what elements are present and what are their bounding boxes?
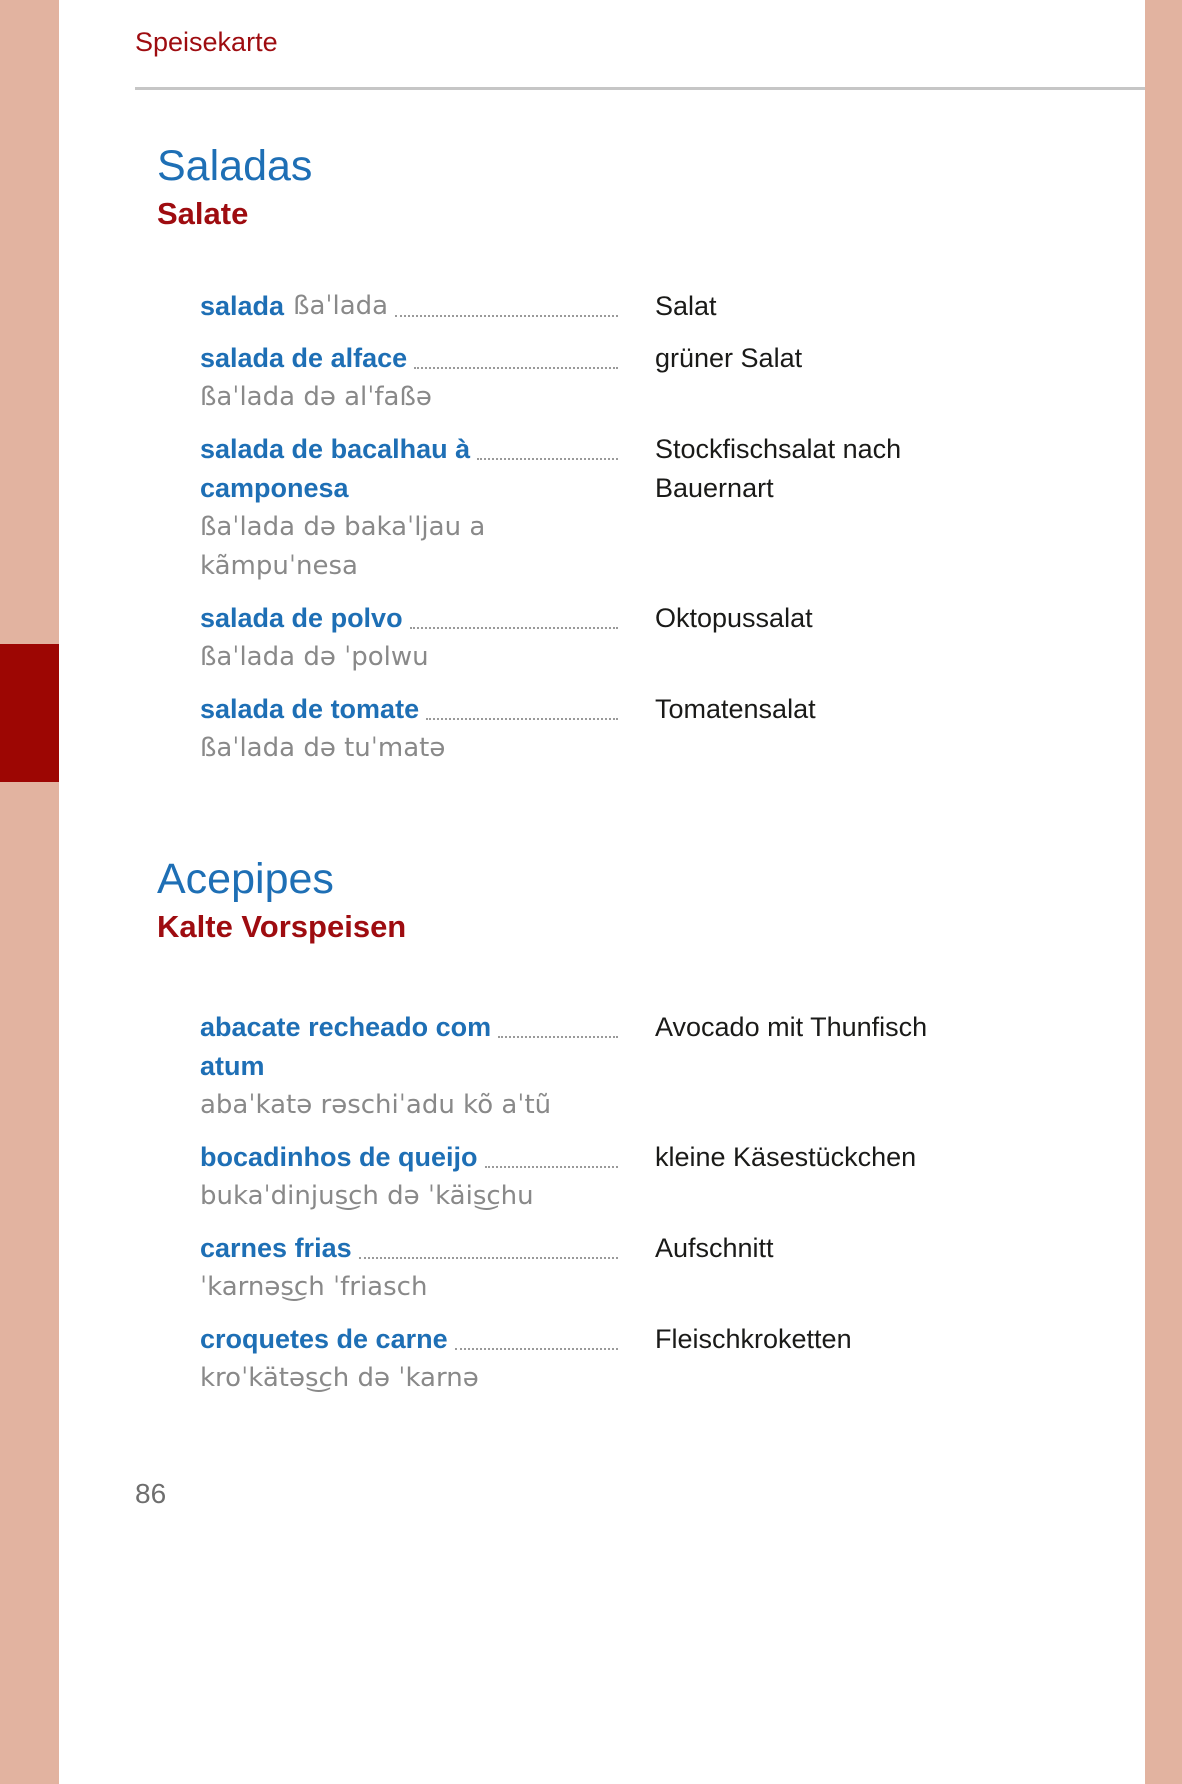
translation-german-continued: Bauernart	[655, 473, 774, 503]
translation-german: Stockfischsalat nach	[655, 434, 902, 464]
entry-list: salada ßaˈlada Salat salada de alface	[200, 287, 1145, 768]
dotted-leader	[454, 1320, 618, 1350]
dictionary-entry: salada de bacalhau à camponesa ßaˈlada d…	[200, 430, 1145, 586]
dictionary-entry: salada de tomate ßaˈlada də tuˈmatə Toma…	[200, 690, 1145, 768]
phonetic-transcription-continued: kãmpuˈnesa	[200, 551, 358, 581]
term-portuguese: salada de alface	[200, 343, 408, 373]
dictionary-entry: carnes frias ˈkarnəs͜ch ˈfriasch Aufschn…	[200, 1229, 1145, 1307]
translation-german: Aufschnitt	[655, 1233, 774, 1263]
right-color-bar	[1145, 0, 1182, 1784]
dotted-leader	[484, 1138, 618, 1168]
dotted-leader	[358, 1229, 618, 1259]
term-portuguese-continued: atum	[200, 1051, 265, 1081]
dictionary-entry: salada ßaˈlada Salat	[200, 287, 1145, 326]
phonetic-transcription: ßaˈlada də bakaˈljau a	[200, 512, 486, 542]
section-title-german: Kalte Vorspeisen	[157, 909, 407, 944]
dotted-leader	[414, 339, 618, 369]
section-title-portuguese: Acepipes	[157, 855, 334, 903]
left-color-bar	[0, 0, 59, 1784]
section-title-portuguese: Saladas	[157, 142, 313, 190]
translation-german: kleine Käsestückchen	[655, 1142, 917, 1172]
phonetic-transcription: ßaˈlada də alˈfaßə	[200, 382, 432, 412]
phonetic-transcription: kroˈkätəs͜ch də ˈkarnə	[200, 1363, 479, 1393]
dotted-leader	[395, 287, 618, 317]
dictionary-entry: salada de polvo ßaˈlada də ˈpolwu Oktopu…	[200, 599, 1145, 677]
phonetic-transcription: ßaˈlada	[293, 291, 389, 321]
term-portuguese: carnes frias	[200, 1233, 352, 1263]
term-portuguese: abacate recheado com	[200, 1012, 492, 1042]
translation-german: Tomatensalat	[655, 694, 816, 724]
translation-german: grüner Salat	[655, 343, 803, 373]
running-header: Speisekarte	[135, 27, 278, 57]
phonetic-transcription: abaˈkatə rəschiˈadu kõ aˈtũ	[200, 1090, 552, 1120]
dictionary-entry: abacate recheado com atum abaˈkatə rəsch…	[200, 1008, 1145, 1125]
dotted-leader	[426, 690, 618, 720]
header-divider	[135, 87, 1145, 90]
term-portuguese: croquetes de carne	[200, 1324, 448, 1354]
dictionary-entry: salada de alface ßaˈlada də alˈfaßə grün…	[200, 339, 1145, 417]
translation-german: Avocado mit Thunfisch	[655, 1012, 928, 1042]
dictionary-entry: croquetes de carne kroˈkätəs͜ch də ˈkarn…	[200, 1320, 1145, 1398]
term-portuguese: salada de tomate	[200, 694, 420, 724]
translation-german: Oktopussalat	[655, 603, 813, 633]
section-title-german: Salate	[157, 196, 249, 231]
phonetic-transcription: ßaˈlada də tuˈmatə	[200, 733, 446, 763]
page-content: Speisekarte Saladas Salate salada ßaˈlad…	[135, 0, 1145, 1411]
phonetic-transcription: ßaˈlada də ˈpolwu	[200, 642, 429, 672]
translation-german: Fleischkroketten	[655, 1324, 852, 1354]
section-acepipes: Acepipes Kalte Vorspeisen abacate rechea…	[135, 856, 1145, 1398]
term-portuguese: salada de polvo	[200, 603, 403, 633]
term-portuguese: salada de bacalhau à	[200, 434, 471, 464]
chapter-thumb-marker	[0, 644, 59, 782]
phonetic-transcription: ˈkarnəs͜ch ˈfriasch	[200, 1272, 428, 1302]
entry-list: abacate recheado com atum abaˈkatə rəsch…	[200, 1008, 1145, 1398]
section-saladas: Saladas Salate salada ßaˈlada Salat	[135, 143, 1145, 768]
dictionary-entry: bocadinhos de queijo bukaˈdinjus͜ch də ˈ…	[200, 1138, 1145, 1216]
phonetic-transcription: bukaˈdinjus͜ch də ˈkäis͜chu	[200, 1181, 534, 1211]
dotted-leader	[498, 1008, 618, 1038]
page-number: 86	[135, 1478, 167, 1509]
term-portuguese: bocadinhos de queijo	[200, 1142, 478, 1172]
term-portuguese: salada	[200, 291, 285, 321]
dotted-leader	[477, 430, 618, 460]
term-portuguese-continued: camponesa	[200, 473, 349, 503]
dotted-leader	[409, 599, 618, 629]
translation-german: Salat	[655, 291, 717, 321]
